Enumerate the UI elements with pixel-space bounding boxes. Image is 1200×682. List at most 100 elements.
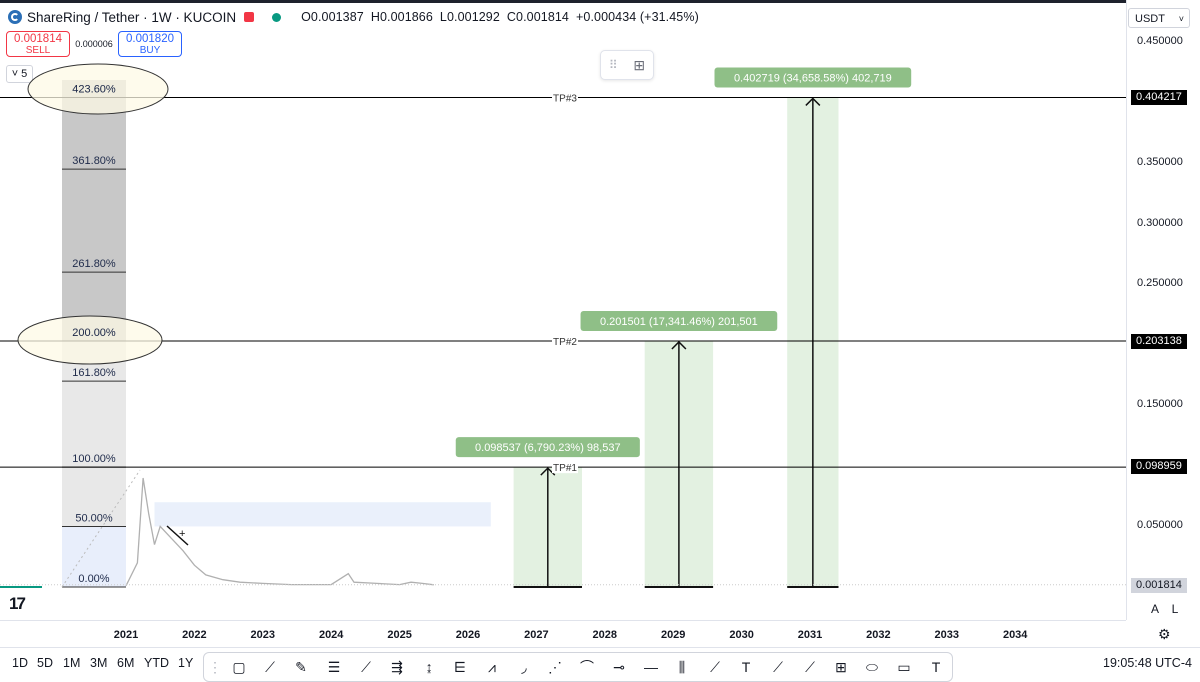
market-status-icon[interactable]: [272, 12, 282, 22]
horizontal-ray-icon[interactable]: ⊸: [613, 659, 625, 675]
layout-add-icon[interactable]: ⊞: [633, 56, 646, 73]
log-scale-button[interactable]: L: [1171, 602, 1179, 616]
tp-label-bg: [552, 461, 578, 474]
price-series: [0, 477, 1126, 588]
fib-level-label: 100.00%: [72, 453, 116, 465]
spread-value: 0.000006: [75, 39, 113, 49]
current-price-label: 0.001814: [1131, 578, 1187, 593]
target-info-box[interactable]: [714, 67, 912, 88]
x-tick-label: 2032: [866, 629, 891, 641]
range-5d-button[interactable]: 5D: [37, 656, 53, 670]
floating-layout-toolbar[interactable]: ⠿ ⊞: [600, 50, 654, 80]
range-1y-button[interactable]: 1Y: [178, 656, 194, 670]
parallel-channel-icon[interactable]: ⇶: [391, 659, 403, 675]
indicator-legend-toggle[interactable]: ˅ 5: [6, 65, 33, 83]
ray-tool-icon[interactable]: ⟋: [361, 659, 371, 675]
x-tick-label: 2031: [797, 629, 823, 641]
y-tick-label: 0.250000: [1137, 277, 1183, 290]
trade-buttons: 0.001814 SELL 0.000006 0.001820 BUY: [6, 30, 182, 58]
supply-zone: [154, 502, 491, 527]
range-1m-button[interactable]: 1M: [63, 656, 81, 670]
xabcd-pattern-icon[interactable]: ⋰: [548, 659, 562, 675]
target-info-box[interactable]: [580, 310, 778, 331]
fib-level-label: 361.80%: [72, 155, 116, 167]
fib-level-label: 50.00%: [75, 512, 113, 524]
target-lines: TP#1 TP#2 TP#3: [0, 91, 1126, 474]
arc-tool-icon[interactable]: ◞: [521, 659, 527, 675]
symbol-title[interactable]: ShareRing / Tether · 1W · KUCOIN: [27, 9, 237, 25]
y-tick-label: 0.350000: [1137, 156, 1183, 169]
brush-tool-icon[interactable]: ✎: [295, 659, 307, 675]
target-info-box[interactable]: [455, 437, 640, 458]
drag-handle-icon[interactable]: ⠿: [608, 58, 618, 72]
highlight-ellipse[interactable]: [27, 63, 169, 115]
fib-band: [62, 381, 126, 468]
rectangle-tool-icon[interactable]: ▢: [232, 659, 246, 675]
supply-zone-rect[interactable]: [154, 502, 491, 527]
highlight-ellipse[interactable]: [17, 315, 163, 365]
x-tick-label: 2021: [113, 629, 139, 641]
target-info-label: 0.402719 (34,658.58%) 402,719: [734, 72, 892, 84]
fib-trend-line: [61, 469, 141, 588]
sell-price: 0.001814: [14, 33, 62, 45]
y-tick-label: 0.300000: [1137, 216, 1183, 229]
buy-button[interactable]: 0.001820 BUY: [118, 31, 182, 57]
tp-line-label: TP#2: [553, 337, 577, 348]
annotations: 423.60% 200.00% +: [17, 63, 189, 546]
low-value: L0.001292: [439, 10, 500, 24]
drawing-toolbar: ⋮ ▢ ⟋ ✎ ☰ ⟋ ⇶ ↨ ⋿ ⩘ ◞ ⋰ ⌒ ⊸ — ⫼ ⟋ T ⟋ ⟋ …: [203, 652, 953, 682]
range-1d-button[interactable]: 1D: [12, 656, 28, 670]
x-tick-label: 2025: [387, 629, 412, 641]
fib-level-label: 0.00%: [78, 573, 109, 585]
plus-icon: +: [179, 528, 185, 540]
callout-tool-icon[interactable]: ▭: [897, 659, 911, 675]
x-tick-label: 2030: [729, 629, 754, 641]
sharering-logo-icon: [8, 10, 22, 24]
currency-selector[interactable]: USDT ˅: [1128, 8, 1190, 28]
open-value: O0.001387: [301, 10, 364, 24]
price-line[interactable]: [125, 477, 434, 587]
x-tick-label: 2033: [934, 629, 960, 641]
settings-gear-icon[interactable]: ⚙: [1158, 626, 1171, 642]
price-chart[interactable]: 423.60% 361.80% 261.80% 200.00% 161.80% 100.0…: [0, 0, 1126, 620]
x-tick-label: 2034: [1002, 629, 1028, 641]
sell-button[interactable]: 0.001814 SELL: [6, 31, 70, 57]
auto-scale-button[interactable]: A: [1150, 602, 1159, 616]
fib-level-label: 200.00%: [72, 327, 116, 339]
tp3-price-label: 0.404217: [1131, 90, 1187, 105]
text-tool-icon[interactable]: T: [741, 659, 751, 675]
market-closed-icon[interactable]: [244, 12, 255, 22]
fib-extension-icon[interactable]: ⋿: [453, 659, 467, 675]
pattern-tool-icon[interactable]: ⩘: [488, 659, 496, 675]
currency-label: USDT: [1135, 13, 1165, 25]
fib-band: [62, 467, 126, 527]
toolbar-handle-icon[interactable]: ⋮: [208, 659, 222, 675]
range-ytd-button[interactable]: YTD: [144, 656, 169, 670]
range-3m-button[interactable]: 3M: [90, 656, 108, 670]
fib-level-label: 423.60%: [72, 83, 116, 95]
range-6m-button[interactable]: 6M: [117, 656, 135, 670]
volume-profile-icon[interactable]: ⫼: [678, 659, 686, 675]
tp-line-label: TP#3: [553, 93, 577, 104]
info-line-icon[interactable]: ⟋: [710, 659, 720, 675]
clock-display[interactable]: 19:05:48 UTC-4: [1103, 656, 1192, 670]
horizontal-line-icon[interactable]: —: [644, 659, 658, 675]
curve-tool-icon[interactable]: ⌒: [580, 659, 594, 675]
ellipse-tool-icon[interactable]: ⬭: [866, 659, 878, 675]
fib-level-label: 161.80%: [72, 367, 116, 379]
tp2-price-label: 0.203138: [1131, 334, 1187, 349]
downtrend-line[interactable]: [166, 525, 189, 546]
anchored-text-icon[interactable]: T: [931, 659, 941, 675]
crosshair-box-icon[interactable]: ⊞: [835, 659, 847, 675]
time-axis[interactable]: 2021 2022 2023 2024 2025 2026 2027 2028 2029 2030…: [0, 620, 1126, 647]
fib-level-label: 261.80%: [72, 258, 116, 270]
target-arrowhead: [805, 97, 821, 106]
cross-line-icon[interactable]: ⟋: [805, 659, 815, 675]
tradingview-logo[interactable]: 17: [9, 594, 26, 613]
x-tick-label: 2022: [182, 629, 207, 641]
fib-retracement-icon[interactable]: ☰: [327, 659, 341, 675]
trendline-tool-icon[interactable]: ⟋: [265, 659, 275, 675]
tp-line-label: TP#1: [553, 463, 577, 474]
price-range-icon[interactable]: ↨: [425, 659, 433, 675]
extended-line-icon[interactable]: ⟋: [773, 659, 783, 675]
